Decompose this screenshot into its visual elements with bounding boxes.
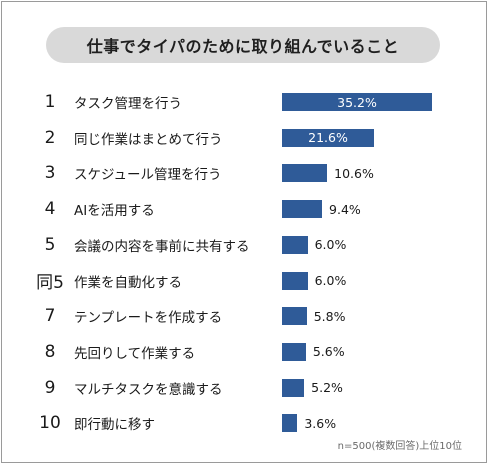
rank-label: 同5 <box>36 273 64 293</box>
rank-label: 7 <box>44 306 56 327</box>
bar-row: 1 タスク管理を行う 35.2% <box>0 87 490 117</box>
bar <box>282 128 375 147</box>
bar <box>282 164 328 183</box>
bar-row: 10 即行動に移す 3.6% <box>0 408 490 438</box>
bar-row: 同5 作業を自動化する 6.0% <box>0 266 490 296</box>
bar <box>282 271 308 290</box>
bar-row: 9 マルチタスクを意識する 5.2% <box>0 373 490 403</box>
bar-row: 4 AIを活用する 9.4% <box>0 194 490 224</box>
bar <box>282 307 307 326</box>
bar-row: 5 会議の内容を事前に共有する 6.0% <box>0 230 490 260</box>
value-label: 5.2% <box>311 380 343 396</box>
value-label: 9.4% <box>329 201 361 217</box>
bar <box>282 414 298 433</box>
rank-label: 2 <box>44 127 56 148</box>
category-label: 先回りして作業する <box>74 345 196 362</box>
chart-title: 仕事でタイパのために取り組んでいること <box>46 27 440 63</box>
value-label: 6.0% <box>314 237 347 253</box>
category-label: テンプレートを作成する <box>74 310 223 327</box>
value-label: 5.8% <box>313 308 346 324</box>
category-label: 作業を自動化する <box>74 274 182 291</box>
category-label: スケジュール管理を行う <box>74 167 222 184</box>
value-label: 10.6% <box>334 165 374 181</box>
rank-label: 3 <box>44 163 56 184</box>
bar-row: 7 テンプレートを作成する 5.8% <box>0 301 490 331</box>
category-label: タスク管理を行う <box>74 96 182 112</box>
rank-label: 9 <box>44 377 56 398</box>
footnote: n=500(複数回答)上位10位 <box>337 441 462 452</box>
bar-row: 2 同じ作業はまとめて行う 21.6% <box>0 123 490 153</box>
bar <box>282 93 432 111</box>
category-label: AIを活用する <box>74 203 155 220</box>
rank-label: 4 <box>44 199 56 220</box>
category-label: 会議の内容を事前に共有する <box>74 238 250 255</box>
category-label: マルチタスクを意識する <box>74 381 223 398</box>
rank-label: 8 <box>44 341 56 362</box>
bar-row: 8 先回りして作業する 5.6% <box>0 337 490 367</box>
rank-label: 10 <box>39 413 61 434</box>
rank-label: 5 <box>44 234 56 255</box>
bar <box>282 200 323 219</box>
value-label: 6.0% <box>314 273 347 288</box>
value-label: 35.2% <box>337 94 377 110</box>
rank-label: 1 <box>44 92 56 112</box>
category-label: 同じ作業はまとめて行う <box>74 131 223 148</box>
bar <box>282 378 305 397</box>
value-label: 21.6% <box>308 130 348 146</box>
bar-row: 3 スケジュール管理を行う 10.6% <box>0 158 490 188</box>
bar <box>282 235 308 254</box>
value-label: 5.6% <box>312 344 345 360</box>
value-label: 3.6% <box>304 415 337 431</box>
category-label: 即行動に移す <box>74 417 155 434</box>
bar <box>282 342 306 361</box>
